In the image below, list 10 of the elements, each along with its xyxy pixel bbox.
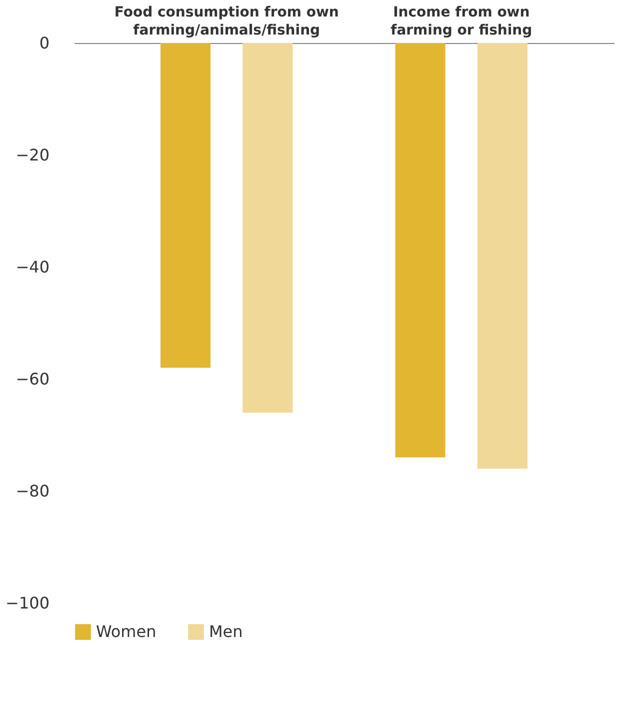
y-tick-label: −80 [16,482,50,500]
y-tick-label: −40 [16,258,50,276]
legend-label: Women [96,622,156,641]
y-tick-label: −100 [6,594,50,612]
x-tick-label: Income from own farming or fishing [390,4,532,38]
y-tick-label: −60 [16,370,50,388]
x-tick-label: Food consumption from own farming/animals/fishing [114,4,339,38]
legend-label: Men [209,622,243,641]
y-tick-label: 0 [39,34,50,52]
y-tick-label: −20 [16,146,50,164]
